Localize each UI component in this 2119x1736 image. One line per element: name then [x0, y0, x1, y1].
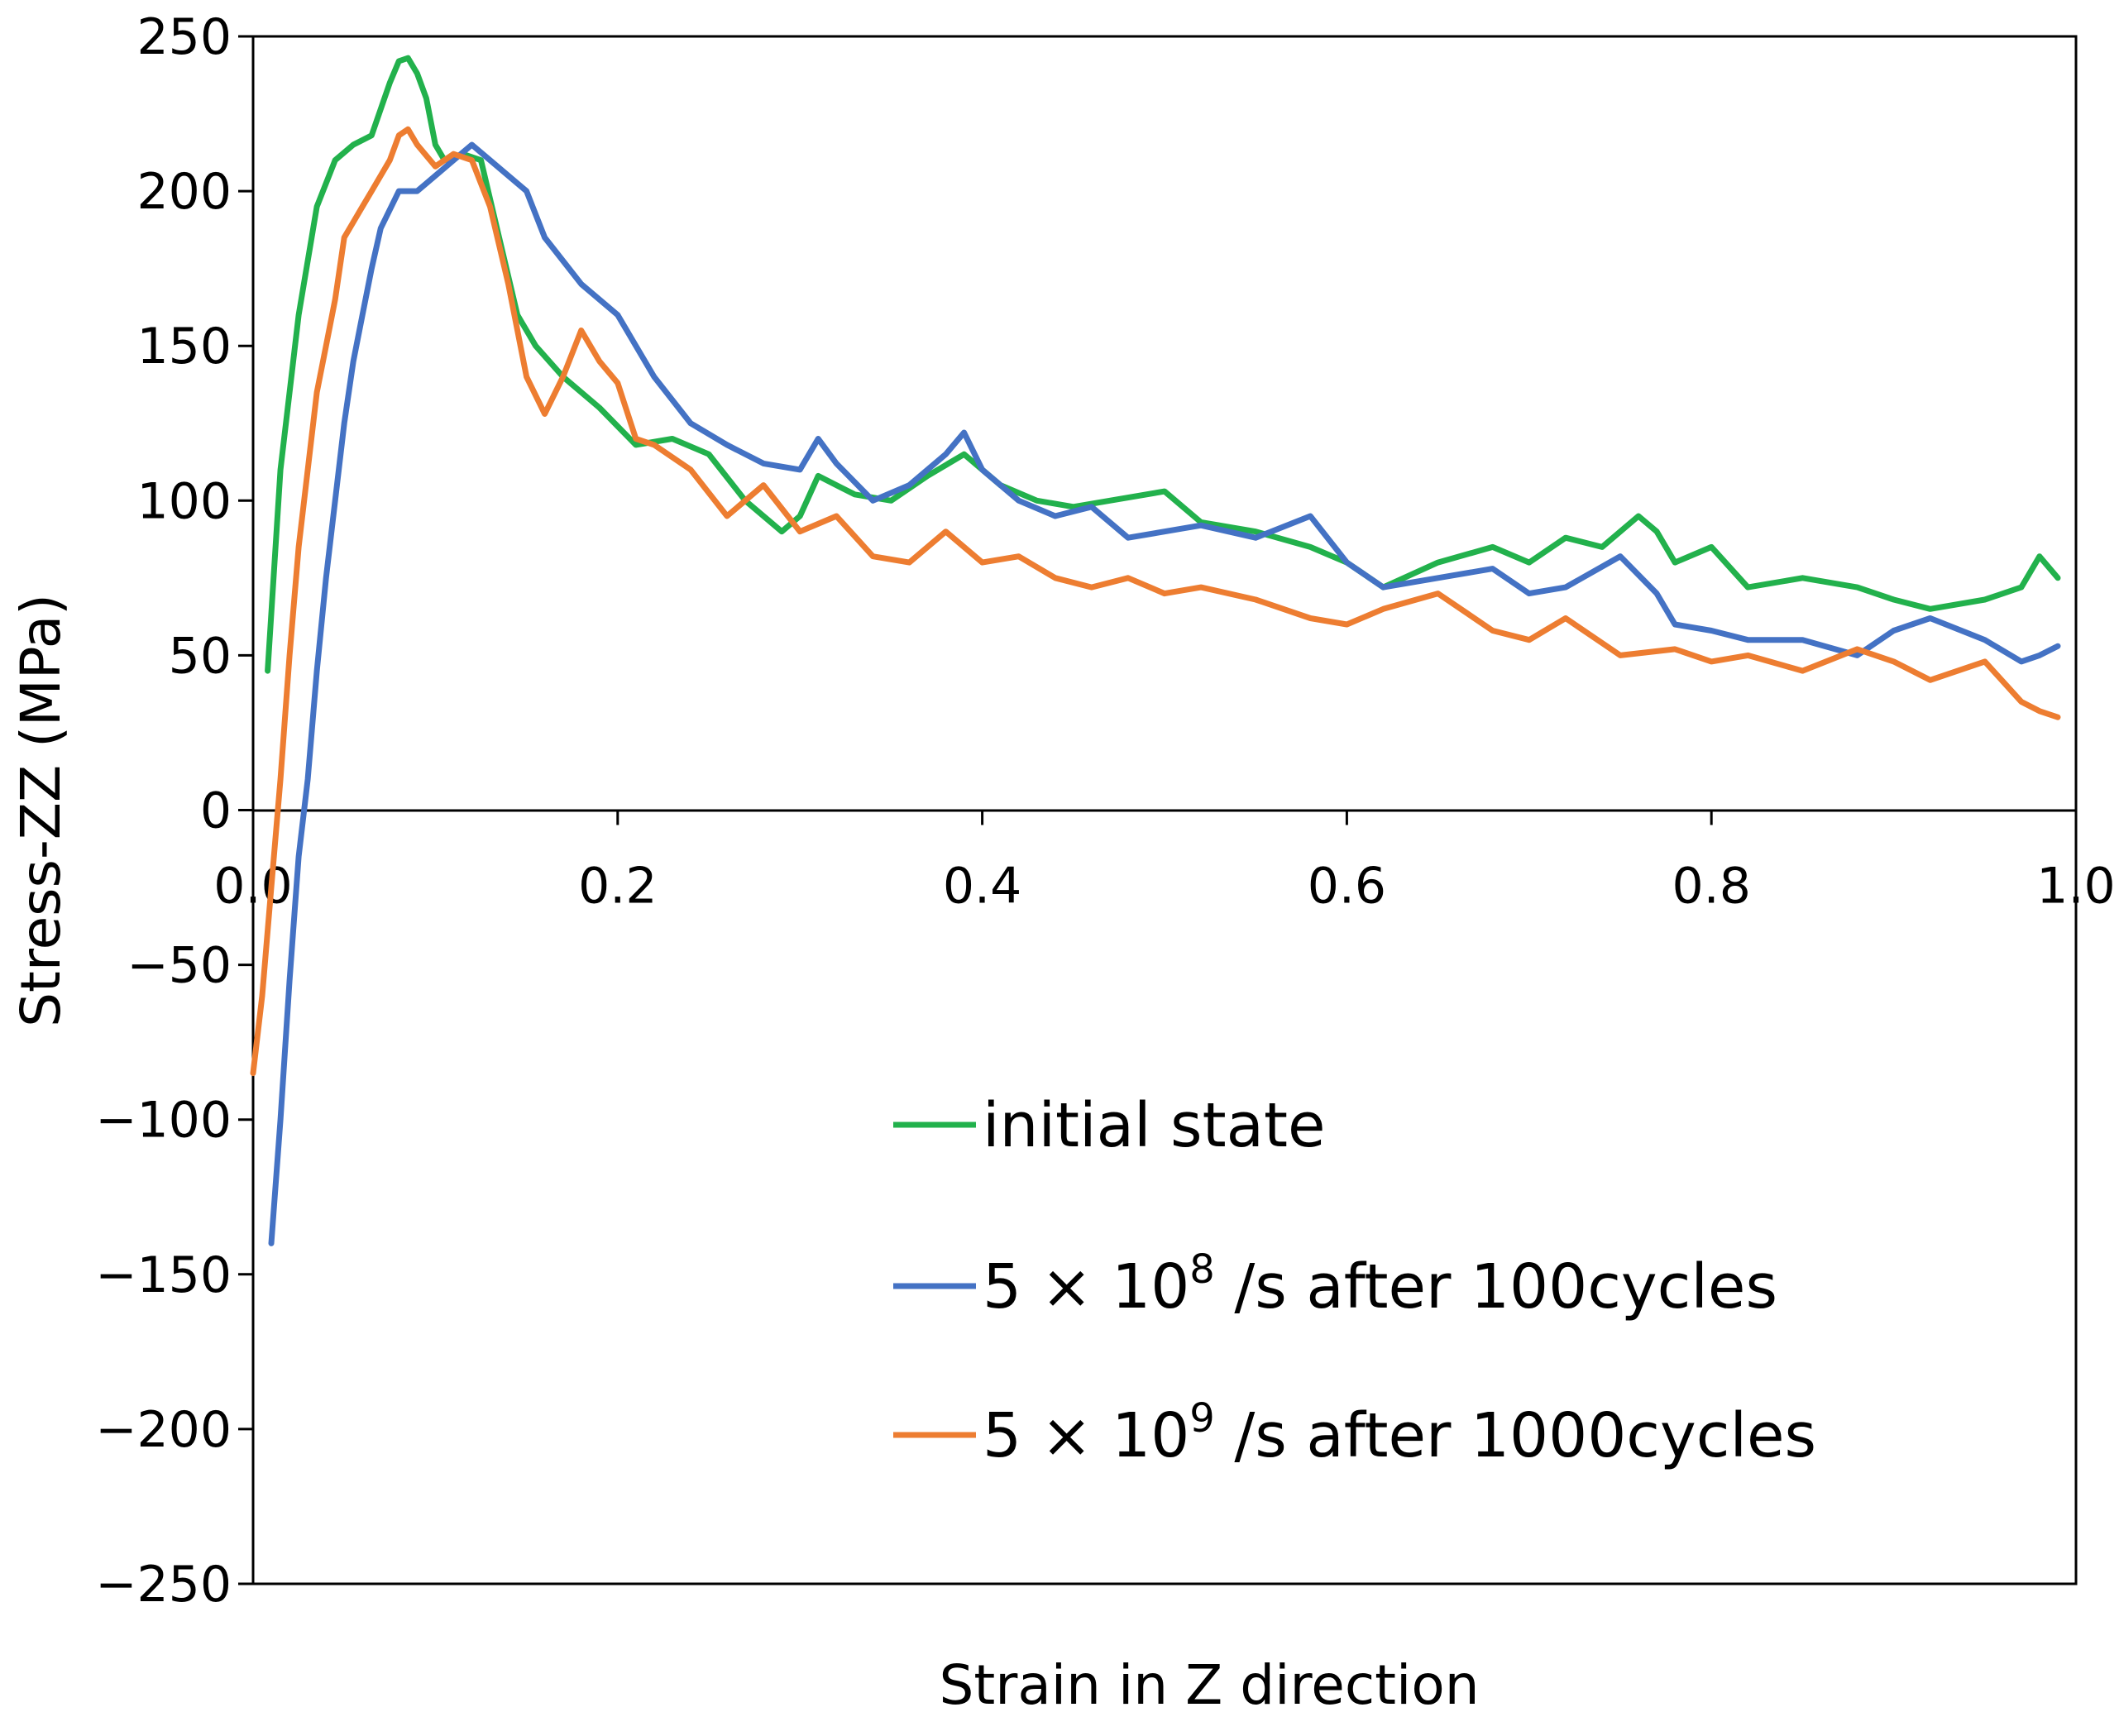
x-tick-label: 0.4: [943, 858, 1021, 916]
y-tick-label: −250: [95, 1556, 232, 1614]
legend-label-1: initial state: [983, 1090, 1325, 1161]
y-tick-label: 0: [200, 782, 232, 840]
y-tick-label: 150: [136, 318, 232, 375]
y-tick-label: −150: [95, 1246, 232, 1304]
x-axis-ticks: 0.0 0.2 0.4 0.6 0.8 1.0: [213, 810, 2116, 916]
legend-label-2: 5 × 108 /s after 100cycles: [983, 1246, 1777, 1322]
legend-label-3: 5 × 109 /s after 1000cycles: [983, 1395, 1816, 1471]
y-tick-label: −50: [127, 937, 232, 995]
y-axis-title: Stress-ZZ (MPa): [9, 594, 73, 1027]
y-tick-label: 200: [136, 163, 232, 221]
x-axis-title: Strain in Z direction: [939, 1653, 1479, 1717]
series-line-3: [250, 126, 2061, 1077]
series-lines: [250, 55, 2061, 1246]
y-tick-label: 50: [169, 627, 232, 685]
x-tick-label: 0.0: [213, 858, 292, 916]
y-axis-ticks: 250 200 150 100 50 0 −50 −100 −150 −200 −250: [95, 8, 253, 1614]
y-tick-label: 100: [136, 472, 232, 530]
x-tick-label: 0.6: [1308, 858, 1386, 916]
legend: initial state 5 × 108 /s after 100cycles 5…: [893, 1090, 1816, 1471]
y-tick-label: −200: [95, 1401, 232, 1459]
y-tick-label: 250: [136, 8, 232, 66]
series-line-2: [268, 141, 2061, 1246]
x-tick-label: 1.0: [2036, 858, 2115, 916]
x-tick-label: 0.8: [1672, 858, 1750, 916]
y-tick-label: −100: [95, 1092, 232, 1150]
x-tick-label: 0.2: [578, 858, 657, 916]
